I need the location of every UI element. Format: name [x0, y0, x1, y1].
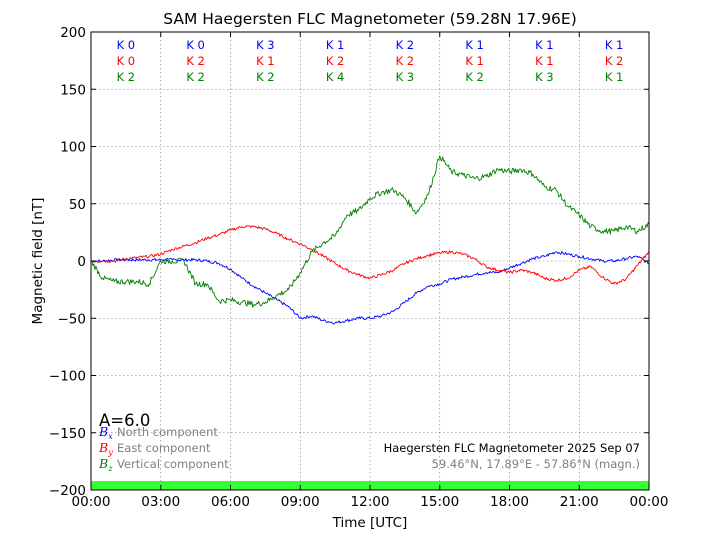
- station-caption: Haegersten FLC Magnetometer 2025 Sep 07: [384, 441, 640, 455]
- coordinates-caption: 59.46°N, 17.89°E - 57.86°N (magn.): [432, 457, 640, 471]
- k-index-value: K 1: [535, 38, 554, 52]
- legend-label-north: North component: [117, 425, 218, 439]
- k-index-value: K 3: [396, 70, 415, 84]
- legend-label-vertical: Vertical component: [117, 457, 229, 471]
- k-index-value: K 3: [256, 38, 275, 52]
- y-axis-label: Magnetic field [nT]: [30, 198, 46, 325]
- k-index-value: K 1: [465, 54, 484, 68]
- x-tick-label: 18:00: [490, 494, 529, 510]
- k-index-value: K 2: [117, 70, 136, 84]
- k-index-value: K 2: [186, 54, 205, 68]
- legend-label-east: East component: [117, 441, 211, 455]
- x-tick-label: 00:00: [630, 494, 669, 510]
- x-tick-label: 03:00: [141, 494, 180, 510]
- k-index-value: K 0: [117, 38, 136, 52]
- k-index-value: K 2: [396, 38, 415, 52]
- y-tick-label: −100: [49, 369, 86, 385]
- y-tick-label: −150: [49, 426, 86, 442]
- k-index-value: K 2: [326, 54, 345, 68]
- x-tick-label: 06:00: [211, 494, 250, 510]
- y-tick-label: 100: [60, 140, 86, 156]
- a-index: A=6.0: [99, 411, 150, 430]
- k-index-value: K 1: [605, 70, 624, 84]
- series-lines: [90, 155, 650, 325]
- y-tick-label: 150: [60, 82, 86, 98]
- k-index-value: K 2: [396, 54, 415, 68]
- k-index-value: K 2: [186, 70, 205, 84]
- x-tick-label: 00:00: [72, 494, 111, 510]
- x-tick-label: 15:00: [420, 494, 459, 510]
- k-index-value: K 1: [465, 38, 484, 52]
- legend-symbol-subscript: z: [107, 464, 113, 473]
- y-tick-label: −50: [58, 311, 87, 327]
- k-index-value: K 3: [535, 70, 554, 84]
- x-tick-label: 21:00: [560, 494, 599, 510]
- k-index-value: K 1: [326, 38, 345, 52]
- legend-symbol-subscript: x: [108, 432, 113, 441]
- series-line-east: [90, 225, 650, 285]
- k-index-value: K 2: [465, 70, 484, 84]
- x-tick-label: 09:00: [281, 494, 320, 510]
- series-line-north: [91, 251, 650, 325]
- k-index-table: K 0 K 0 K 3 K 1 K 2 K 1 K 1 K 1 K 0 K 2 K 1 K 2 K 2 K…: [117, 38, 624, 84]
- k-index-value: K 0: [117, 54, 136, 68]
- k-index-value: K 2: [605, 54, 624, 68]
- legend-symbol-subscript: y: [107, 448, 113, 457]
- x-axis-label: Time [UTC]: [332, 515, 408, 531]
- y-tick-label: 50: [69, 197, 86, 213]
- series-line-vertical: [91, 155, 650, 308]
- chart-title: SAM Haegersten FLC Magnetometer (59.28N …: [163, 10, 577, 28]
- x-tick-label: 12:00: [351, 494, 390, 510]
- y-tick-label: 0: [77, 254, 86, 270]
- k-index-value: K 1: [605, 38, 624, 52]
- axis-ticks: 00:00 03:00 06:00 09:00 12:00 15:00 18:00 21:00…: [49, 25, 669, 510]
- k-index-value: K 4: [326, 70, 345, 84]
- k-index-value: K 2: [256, 70, 275, 84]
- y-tick-label: −200: [49, 483, 86, 499]
- k-index-value: K 0: [186, 38, 205, 52]
- y-tick-label: 200: [60, 25, 86, 41]
- k-index-value: K 1: [535, 54, 554, 68]
- k-index-value: K 1: [256, 54, 275, 68]
